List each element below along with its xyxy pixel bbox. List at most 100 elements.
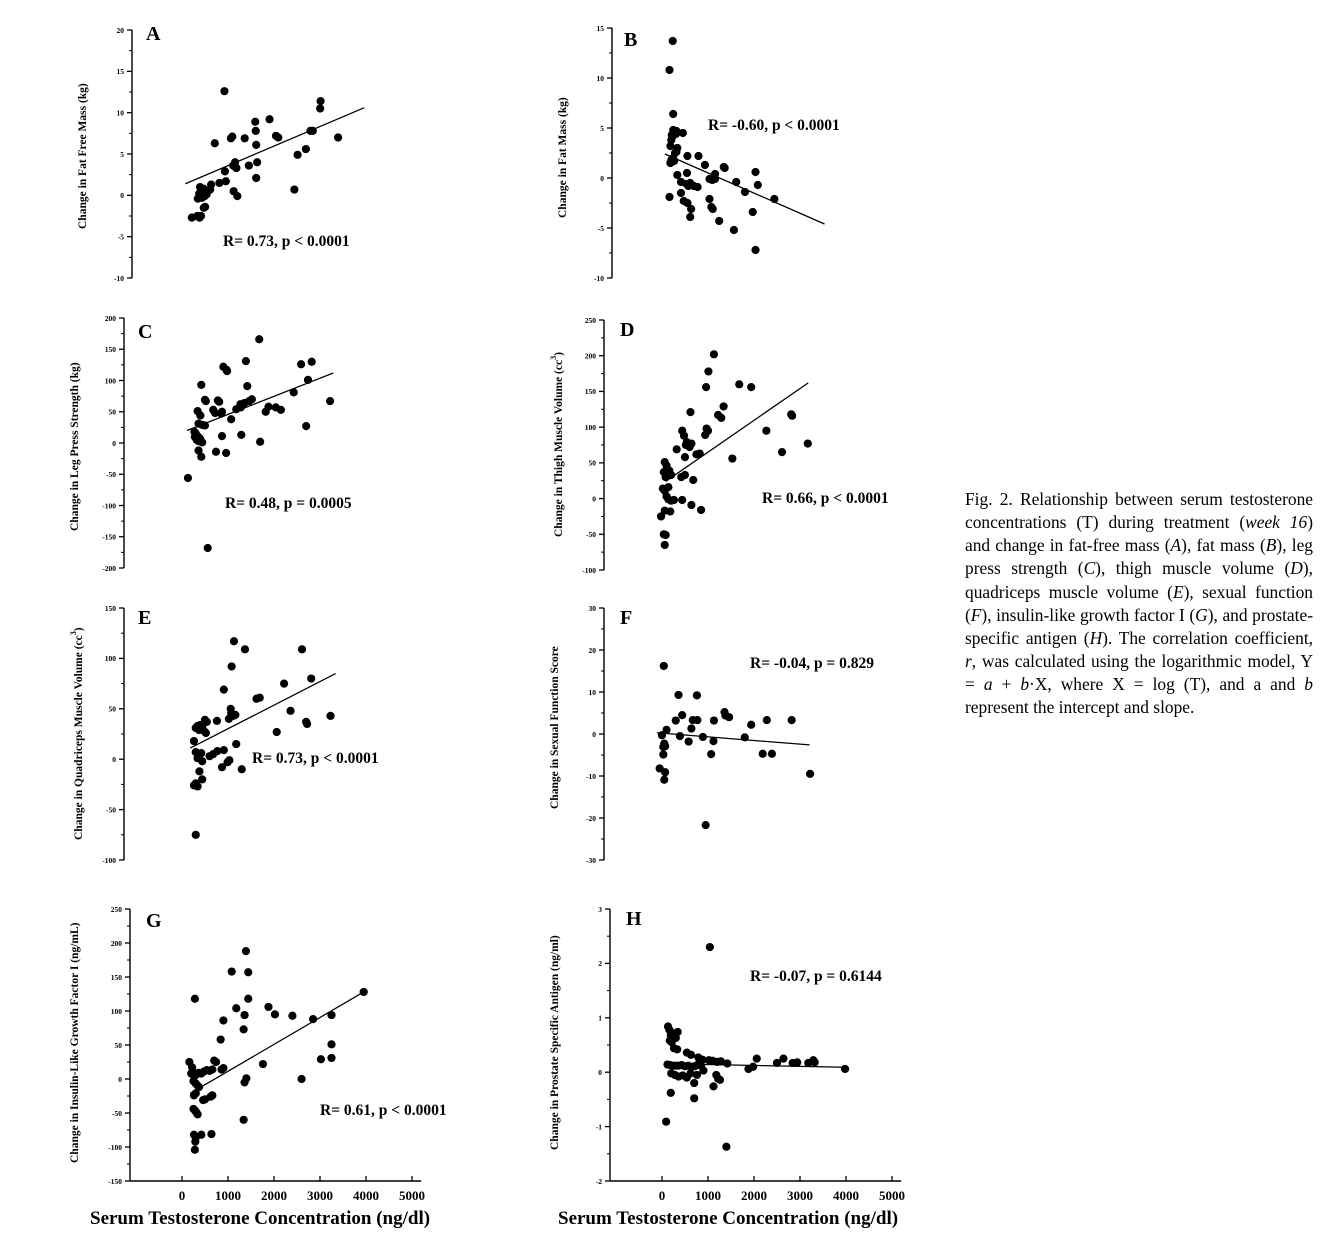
- regression-line: [665, 382, 809, 482]
- x-tick-label: 1000: [215, 1188, 241, 1203]
- y-tick-label: -50: [112, 1109, 122, 1118]
- data-point: [729, 225, 738, 235]
- data-point: [274, 133, 283, 142]
- data-point: [289, 388, 298, 397]
- x-tick-label: 2000: [261, 1188, 287, 1203]
- data-point: [201, 202, 210, 212]
- data-point: [702, 383, 711, 392]
- data-point: [666, 141, 675, 151]
- data-point: [302, 422, 311, 431]
- data-point: [740, 187, 750, 197]
- data-point: [758, 749, 767, 758]
- x-tick-label: 3000: [787, 1188, 813, 1203]
- data-point: [200, 421, 210, 430]
- data-point: [671, 716, 680, 725]
- data-point: [237, 430, 246, 439]
- data-point: [707, 750, 716, 759]
- data-point: [772, 1058, 782, 1068]
- data-point: [666, 507, 675, 516]
- data-point: [709, 737, 718, 746]
- data-point: [732, 177, 741, 187]
- data-point: [767, 749, 776, 758]
- data-point: [303, 375, 313, 384]
- data-point: [297, 645, 307, 654]
- data-point: [682, 168, 692, 178]
- data-point: [302, 719, 312, 729]
- data-point: [217, 407, 227, 416]
- data-point: [210, 408, 220, 418]
- y-tick-label: 0: [600, 174, 604, 183]
- data-point: [191, 748, 200, 757]
- data-point: [687, 724, 696, 733]
- y-tick-label: 0: [592, 494, 596, 503]
- data-point: [709, 350, 719, 359]
- data-point: [232, 739, 241, 749]
- data-point: [232, 1004, 241, 1013]
- data-point: [196, 411, 205, 420]
- data-point: [227, 662, 236, 671]
- data-point: [217, 763, 227, 772]
- data-point: [676, 188, 686, 198]
- data-point: [216, 1035, 225, 1044]
- data-point: [215, 178, 224, 188]
- data-point: [297, 1074, 306, 1084]
- data-point: [674, 690, 683, 700]
- data-point: [201, 397, 210, 406]
- data-point: [699, 1066, 708, 1075]
- data-point: [666, 158, 675, 168]
- data-point: [787, 716, 796, 725]
- data-point: [696, 505, 706, 515]
- y-tick-label: 50: [109, 408, 117, 417]
- data-point: [244, 994, 253, 1003]
- panel-F-ylabel: Change in Sexual Function Score: [549, 646, 561, 809]
- data-point: [720, 163, 729, 173]
- data-point: [705, 942, 714, 952]
- data-point: [316, 96, 325, 106]
- data-point: [683, 151, 692, 161]
- data-point: [326, 711, 335, 720]
- correlation-annotation: R= 0.73, p < 0.0001: [223, 233, 350, 250]
- data-point: [722, 1142, 731, 1151]
- panel-letter: G: [146, 910, 162, 932]
- data-point: [205, 752, 214, 761]
- data-point: [224, 714, 233, 723]
- data-point: [686, 212, 695, 222]
- scatter-points: [185, 947, 368, 1154]
- panel-F-plot: 30 20 10 0 -10 -20 -30 F R= -0.04, p = 0.829: [586, 604, 874, 865]
- y-tick-label: 1: [598, 1014, 602, 1023]
- data-point: [288, 1011, 297, 1020]
- data-point: [219, 1016, 228, 1025]
- data-point: [751, 167, 760, 177]
- panel-E: Change in Quadriceps Muscle Volume (cc3)…: [69, 598, 450, 873]
- correlation-annotation: R= 0.73, p < 0.0001: [252, 750, 379, 767]
- data-point: [708, 204, 717, 214]
- data-point: [191, 830, 200, 839]
- data-point: [189, 781, 199, 790]
- data-point: [190, 432, 199, 441]
- data-point: [308, 126, 317, 135]
- data-point: [662, 1117, 671, 1126]
- correlation-annotation: R= 0.48, p = 0.0005: [225, 495, 352, 512]
- data-point: [229, 161, 238, 170]
- panel-letter: H: [626, 908, 642, 930]
- y-tick-label: 100: [111, 1007, 123, 1016]
- data-point: [239, 1025, 248, 1034]
- data-point: [705, 194, 714, 204]
- y-tick-label: 10: [117, 108, 125, 117]
- y-tick-label: 0: [120, 191, 124, 200]
- data-point: [709, 716, 719, 725]
- data-point: [762, 426, 771, 435]
- scatter-points: [655, 661, 815, 830]
- y-tick-label: 200: [111, 939, 123, 948]
- data-point: [286, 706, 295, 715]
- panel-E-plot: 150 100 50 0 -50 -100 E R= 0.73, p < 0.0001: [102, 604, 379, 865]
- data-point: [793, 1058, 802, 1067]
- data-point: [723, 1059, 732, 1068]
- data-point: [713, 410, 723, 420]
- y-tick-label: 10: [597, 74, 605, 83]
- scatter-points: [189, 637, 335, 839]
- data-point: [193, 1110, 202, 1119]
- data-point: [671, 129, 681, 139]
- panel-letter: F: [620, 607, 632, 629]
